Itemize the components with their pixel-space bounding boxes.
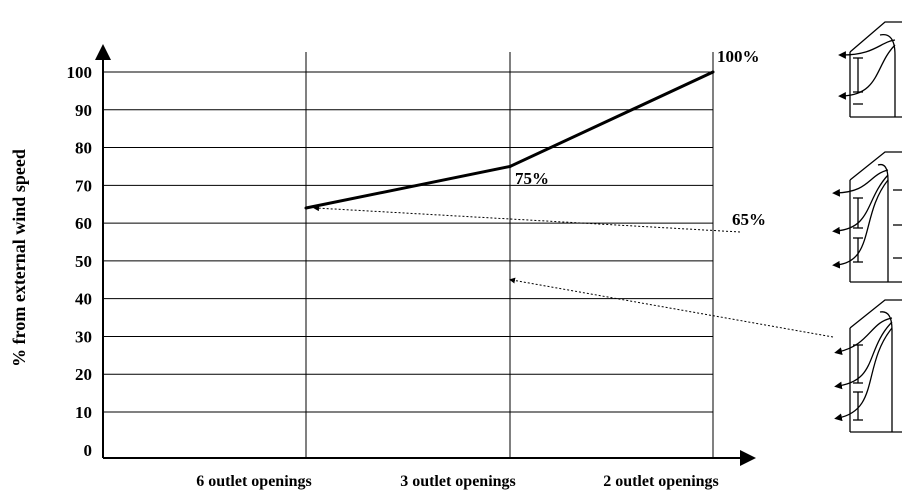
category-lines <box>305 52 714 458</box>
data-label-100: 100% <box>717 47 760 66</box>
pointer-line-65 <box>313 205 741 233</box>
data-point-1 <box>304 206 308 210</box>
y-tick-20: 20 <box>75 365 92 384</box>
series-group <box>304 70 715 210</box>
y-tick-60: 60 <box>75 214 92 233</box>
data-point-2 <box>508 164 512 168</box>
airflow-diagram-3 <box>834 299 902 433</box>
grid-lines <box>103 71 713 413</box>
y-tick-labels: 0 10 20 30 40 50 60 70 80 90 100 <box>67 63 93 460</box>
x-category-labels: 6 outlet openings 3 outlet openings 2 outl… <box>196 473 719 490</box>
y-tick-30: 30 <box>75 327 92 346</box>
airflow-diagram-2 <box>832 151 902 283</box>
x-category-1: 6 outlet openings <box>196 473 312 490</box>
y-tick-80: 80 <box>75 139 92 158</box>
data-label-65: 65% <box>732 210 766 229</box>
y-tick-0: 0 <box>84 441 93 460</box>
data-point-3 <box>711 70 715 74</box>
y-tick-40: 40 <box>75 290 92 309</box>
x-category-2: 3 outlet openings <box>400 473 516 490</box>
y-axis-label: % from external wind speed <box>9 149 29 367</box>
y-tick-70: 70 <box>75 176 92 195</box>
x-category-3: 2 outlet openings <box>603 473 719 490</box>
y-tick-90: 90 <box>75 101 92 120</box>
airflow-diagram-1 <box>838 21 902 118</box>
y-tick-10: 10 <box>75 403 92 422</box>
y-tick-100: 100 <box>67 63 93 82</box>
y-tick-50: 50 <box>75 252 92 271</box>
data-label-75: 75% <box>515 169 549 188</box>
pointer-line-diagram <box>509 277 834 338</box>
